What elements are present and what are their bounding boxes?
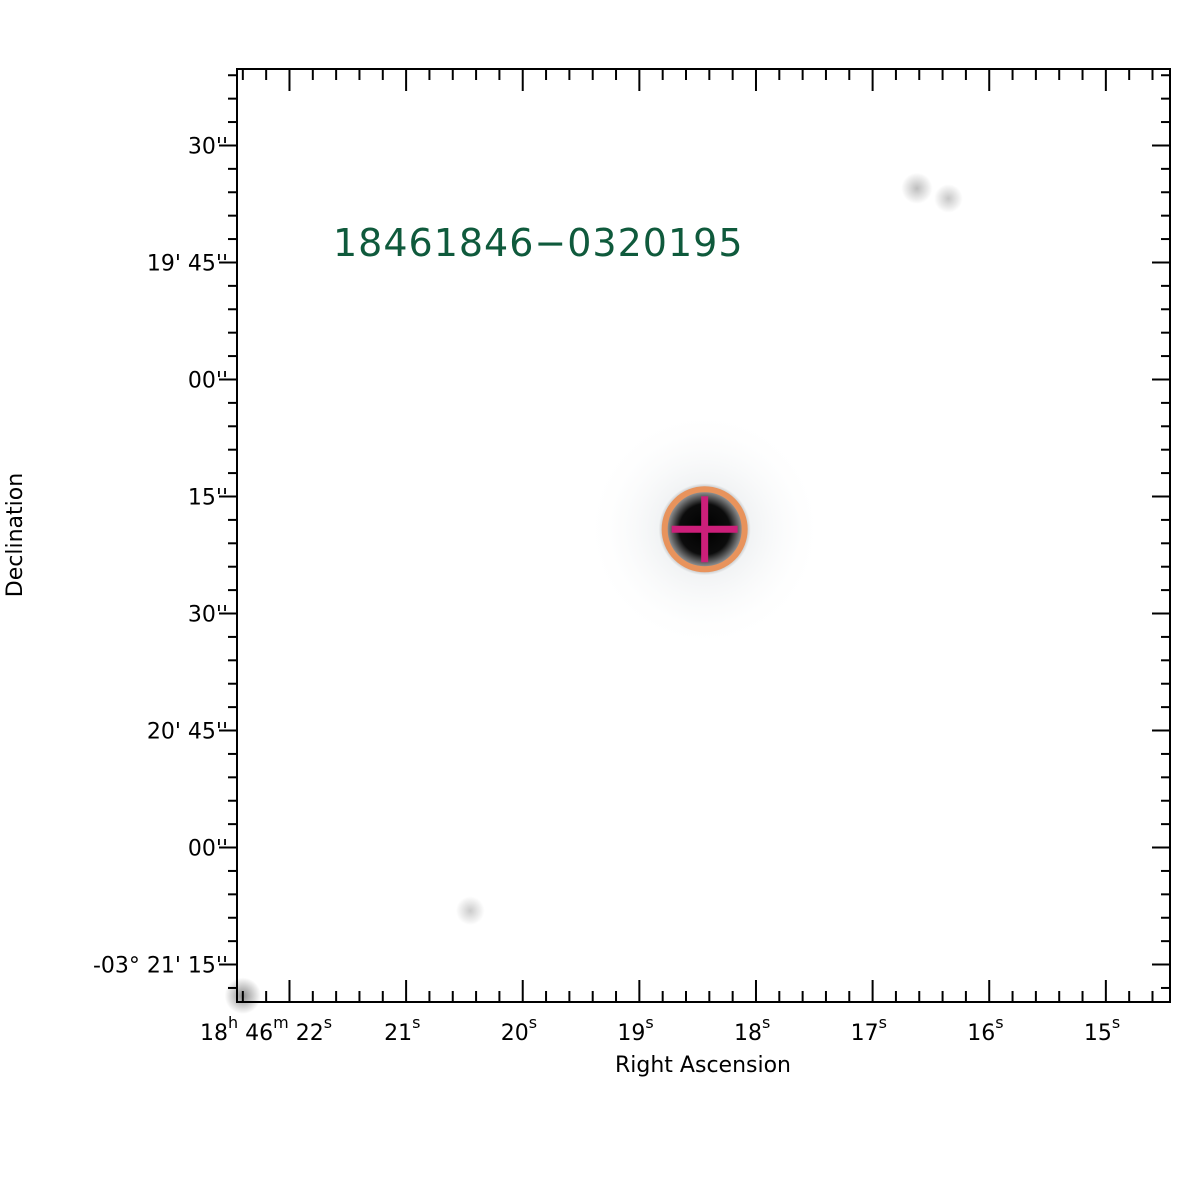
y-tick-label: 00'' [188,368,228,393]
field-source-1 [901,172,933,204]
x-tick-label: 18h 46m 22s [200,1013,332,1046]
x-tick-label: 20s [501,1013,537,1046]
x-tick-label: 18s [734,1013,770,1046]
x-tick-label: 15s [1084,1013,1120,1046]
x-tick-label: 16s [967,1013,1003,1046]
axis-ticks [219,69,1170,1002]
y-tick-label: 19' 45'' [147,251,228,276]
x-tick-labels: 18h 46m 22s 21s 20s 19s 18s 17s 16s 15s [200,1013,1120,1046]
y-tick-label: 30'' [188,603,228,628]
x-tick-label: 17s [851,1013,887,1046]
target-circle [661,486,748,573]
y-tick-label: 20' 45'' [147,720,228,745]
y-tick-label: -03° 21' 15'' [93,954,228,979]
source-name-label: 18461846−0320195 [333,221,744,265]
x-tick-label: 21s [384,1013,420,1046]
y-tick-label: 30'' [188,134,228,159]
field-source-3 [455,896,485,926]
x-tick-label: 19s [617,1013,653,1046]
y-tick-labels: 30'' 19' 45'' 00'' 15'' 30'' 20' 45'' 00'' -03°… [93,134,228,978]
y-tick-label: 15'' [188,485,228,510]
field-source-2 [934,184,963,213]
x-axis-title: Right Ascension [615,1053,791,1078]
y-axis-title: Declination [3,473,28,597]
target-marker [661,486,748,573]
plot-frame [236,68,1171,1003]
y-tick-label: 00'' [188,837,228,862]
